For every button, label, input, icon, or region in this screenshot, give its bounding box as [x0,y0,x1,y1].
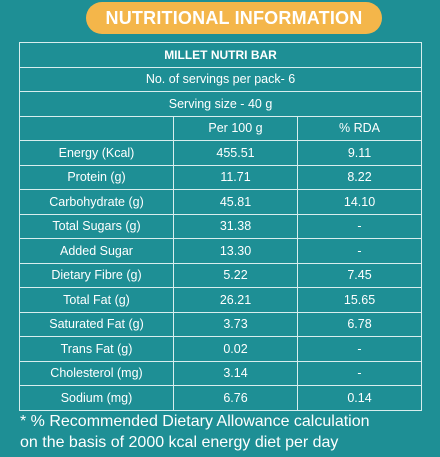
nutrient-name: Carbohydrate (g) [19,189,174,215]
product-name: MILLET NUTRI BAR [18,42,423,68]
header-rda: % RDA [296,115,423,141]
nutrient-name: Saturated Fat (g) [19,311,174,337]
table-row: Cholesterol (mg) 3.14 - [19,360,423,386]
table-row: Dietary Fibre (g) 5.22 7.45 [19,262,423,288]
footnote-line-2: on the basis of 2000 kcal energy diet pe… [20,434,339,451]
table-row: Total Sugars (g) 31.38 - [19,213,423,239]
footnote-line-1: * % Recommended Dietary Allowance calcul… [20,413,370,430]
rda-value: - [296,238,423,264]
table-row: Total Fat (g) 26.21 15.65 [19,287,423,313]
per-100g-value: 5.22 [173,262,298,288]
rda-value: 7.45 [296,262,423,288]
table-row: Sodium (mg) 6.76 0.14 [19,385,423,411]
serving-size-row: Serving size - 40 g [18,91,423,117]
nutrient-name: Total Fat (g) [19,287,174,313]
rda-value: - [296,336,423,362]
table-row: Saturated Fat (g) 3.73 6.78 [19,311,423,337]
per-100g-value: 11.71 [173,164,298,190]
per-100g-value: 13.30 [173,238,298,264]
rda-value: 9.11 [296,140,423,166]
nutrient-name: Sodium (mg) [19,385,174,411]
per-100g-value: 6.76 [173,385,298,411]
nutrient-name: Total Sugars (g) [19,213,174,239]
banner-title: NUTRITIONAL INFORMATION [105,7,363,28]
rda-value: - [296,360,423,386]
nutrient-name: Trans Fat (g) [19,336,174,362]
servings-row: No. of servings per pack- 6 [18,66,423,92]
table-row: Trans Fat (g) 0.02 - [19,336,423,362]
title-banner: NUTRITIONAL INFORMATION [86,2,382,34]
table-row: Carbohydrate (g) 45.81 14.10 [19,189,423,215]
per-100g-value: 3.14 [173,360,298,386]
servings-per-pack: No. of servings per pack- 6 [18,66,423,92]
per-100g-value: 45.81 [173,189,298,215]
product-row: MILLET NUTRI BAR [18,42,423,68]
rda-value: - [296,213,423,239]
per-100g-value: 3.73 [173,311,298,337]
per-100g-value: 0.02 [173,336,298,362]
nutrient-name: Protein (g) [19,164,174,190]
table-row: Energy (Kcal) 455.51 9.11 [19,140,423,166]
nutrient-name: Cholesterol (mg) [19,360,174,386]
rda-value: 8.22 [296,164,423,190]
serving-size: Serving size - 40 g [18,91,423,117]
nutrition-table: MILLET NUTRI BAR No. of servings per pac… [18,42,423,411]
per-100g-value: 26.21 [173,287,298,313]
header-empty [19,115,174,141]
table-row: Added Sugar 13.30 - [19,238,423,264]
per-100g-value: 31.38 [173,213,298,239]
nutrient-name: Added Sugar [19,238,174,264]
nutrient-name: Energy (Kcal) [19,140,174,166]
rda-value: 15.65 [296,287,423,313]
rda-value: 6.78 [296,311,423,337]
column-header-row: Per 100 g % RDA [19,115,423,141]
rda-value: 0.14 [296,385,423,411]
nutrient-name: Dietary Fibre (g) [19,262,174,288]
per-100g-value: 455.51 [173,140,298,166]
header-per-100g: Per 100 g [173,115,298,141]
table-row: Protein (g) 11.71 8.22 [19,164,423,190]
rda-value: 14.10 [296,189,423,215]
rda-footnote: * % Recommended Dietary Allowance calcul… [20,411,436,453]
